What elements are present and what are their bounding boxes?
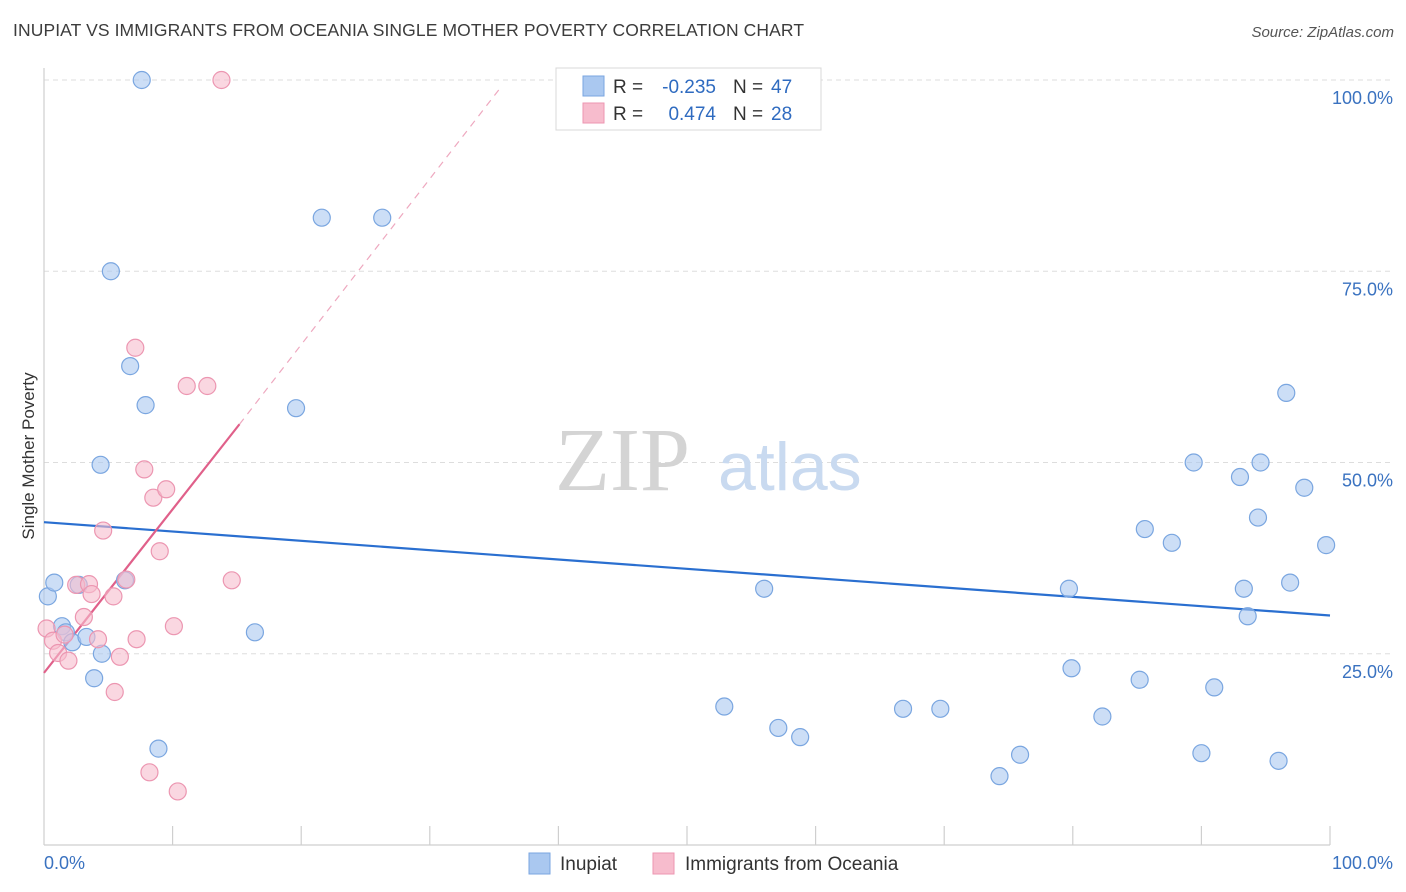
inupiat-point-24 [893, 699, 913, 718]
oceania-point-19 [144, 488, 163, 507]
gridlines [44, 79, 1392, 655]
oceania-point-21 [157, 480, 176, 499]
inupiat-point-16 [245, 623, 265, 642]
y-axis-label: Single Mother Poverty [19, 372, 38, 540]
oceania-point-22 [164, 617, 183, 636]
inupiat-point-15 [149, 739, 168, 758]
oceania-point-13 [110, 647, 129, 666]
legend-r-label-1: R = [613, 77, 643, 98]
inupiat-point-20 [715, 697, 734, 716]
y-tick-label-25: 25.0% [1342, 662, 1393, 682]
inupiat-point-7 [85, 669, 104, 688]
oceania-point-4 [59, 651, 78, 670]
oceania-point-17 [135, 460, 154, 479]
bottom-legend-oceania: Immigrants from Oceania [685, 854, 899, 875]
inupiat-point-27 [1010, 745, 1030, 764]
legend-swatch-blue [582, 75, 605, 97]
inupiat-point-35 [1192, 744, 1211, 763]
oceania-point-16 [127, 630, 146, 649]
inupiat-point-36 [1205, 678, 1224, 697]
watermark-atlas: atlas [718, 429, 862, 505]
inupiat-point-43 [1277, 383, 1296, 402]
oceania-point-14 [117, 570, 136, 589]
watermark-zip: ZIP [555, 411, 690, 510]
x-tick-max: 100.0% [1332, 853, 1393, 873]
oceania-point-20 [150, 542, 169, 561]
inupiat-point-9 [91, 455, 110, 474]
inupiat-point-29 [1062, 659, 1081, 678]
oceania-point-6 [74, 607, 93, 627]
y-tick-label-100: 100.0% [1332, 88, 1393, 108]
legend-r-value-2: 0.474 [668, 104, 716, 125]
inupiat-point-40 [1248, 508, 1268, 527]
inupiat-point-28 [1059, 579, 1079, 598]
oceania-point-11 [104, 587, 123, 606]
source-label: Source: ZipAtlas.com [1251, 24, 1394, 41]
inupiat-point-21 [755, 579, 774, 598]
x-tick-min: 0.0% [44, 853, 85, 873]
oceania-trend-extension [238, 87, 502, 425]
y-tick-label-75: 75.0% [1342, 279, 1393, 299]
inupiat-point-13 [132, 70, 151, 90]
legend-n-label-1: N = [733, 77, 763, 98]
oceania-point-23 [168, 782, 187, 801]
legend-r-value-1: -0.235 [662, 77, 716, 98]
inupiat-trend-line [43, 521, 1331, 617]
inupiat-point-1 [45, 573, 64, 592]
inupiat-point-10 [101, 262, 120, 281]
oceania-point-18 [140, 763, 159, 782]
oceania-point-10 [94, 521, 113, 540]
x-axis-ticks [172, 826, 1331, 845]
legend-r-label-2: R = [613, 104, 643, 125]
bottom-legend-inupiat: Inupiat [560, 854, 618, 875]
oceania-point-9 [88, 630, 108, 649]
inupiat-point-14 [136, 396, 155, 415]
legend-n-value-1: 47 [771, 77, 792, 98]
correlation-legend: R = -0.235 N = 47 R = 0.474 N = 28 [555, 67, 822, 131]
inupiat-point-23 [791, 728, 810, 747]
chart-title: INUPIAT VS IMMIGRANTS FROM OCEANIA SINGL… [13, 20, 805, 40]
oceania-point-15 [126, 338, 145, 357]
bottom-legend-swatch-inupiat [528, 852, 551, 875]
inupiat-point-22 [769, 718, 788, 738]
oceania-point-25 [198, 376, 217, 396]
inupiat-point-19 [373, 208, 392, 227]
inupiat-point-37 [1230, 467, 1250, 487]
legend-n-value-2: 28 [771, 104, 792, 125]
oceania-point-8 [82, 584, 101, 604]
oceania-point-26 [212, 70, 231, 90]
legend-swatch-pink [582, 102, 605, 124]
inupiat-point-18 [312, 208, 331, 227]
inupiat-point-42 [1269, 751, 1288, 770]
inupiat-point-31 [1130, 670, 1149, 689]
inupiat-point-30 [1093, 707, 1112, 726]
inupiat-point-38 [1234, 579, 1253, 598]
inupiat-point-17 [286, 399, 306, 418]
bottom-legend-swatch-oceania [652, 852, 675, 875]
inupiat-point-32 [1135, 519, 1154, 539]
y-tick-label-50: 50.0% [1342, 471, 1393, 491]
inupiat-point-45 [1295, 478, 1314, 497]
oceania-trend-line [43, 423, 241, 674]
y-tick-labels: 25.0% 50.0% 75.0% 100.0% [1332, 88, 1393, 682]
inupiat-point-12 [121, 357, 140, 376]
oceania-point-24 [177, 376, 196, 396]
oceania-point-12 [105, 682, 124, 702]
series-legend: Inupiat Immigrants from Oceania [528, 852, 899, 875]
inupiat-point-26 [990, 767, 1009, 786]
inupiat-point-41 [1251, 453, 1270, 472]
trend-lines [43, 87, 1331, 674]
inupiat-point-33 [1162, 533, 1181, 552]
inupiat-point-44 [1281, 573, 1300, 592]
data-points [37, 70, 1336, 801]
inupiat-point-46 [1317, 536, 1336, 555]
inupiat-point-39 [1238, 607, 1257, 626]
inupiat-point-25 [931, 699, 950, 718]
oceania-point-3 [55, 625, 74, 644]
watermark: ZIP atlas [555, 411, 862, 510]
oceania-point-27 [222, 571, 241, 590]
inupiat-point-34 [1184, 453, 1203, 472]
legend-n-label-2: N = [733, 104, 763, 125]
